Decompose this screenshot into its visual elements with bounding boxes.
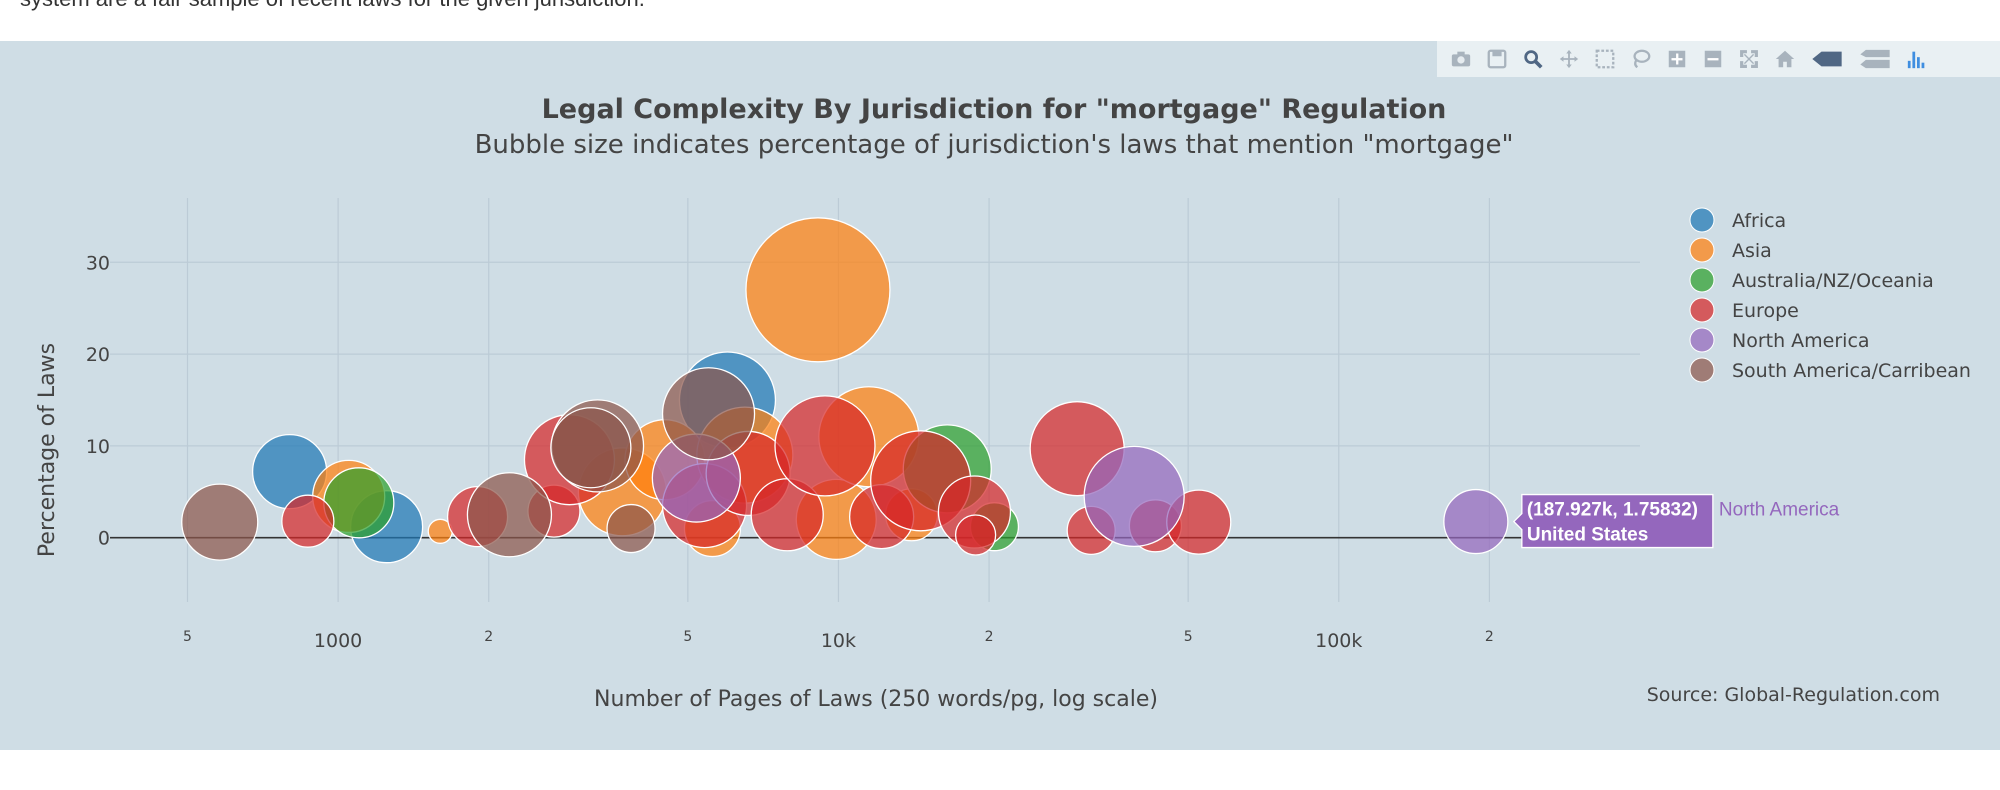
autoscale-icon[interactable]: [1737, 47, 1761, 71]
legend-label[interactable]: Asia: [1732, 240, 1772, 262]
hover-point-label: United States: [1527, 525, 1648, 546]
x-axis-label: Number of Pages of Laws (250 words/pg, l…: [594, 687, 1158, 712]
chart-title: Legal Complexity By Jurisdiction for "mo…: [542, 94, 1447, 125]
zoom-in-icon[interactable]: [1665, 47, 1689, 71]
camera-icon[interactable]: [1449, 47, 1473, 71]
y-axis-label: Percentage of Laws: [35, 343, 60, 557]
x-tick-label: 2: [484, 629, 493, 645]
y-tick-label: 0: [98, 528, 110, 550]
x-tick-label: 100k: [1315, 630, 1362, 652]
legend-label[interactable]: North America: [1732, 330, 1870, 352]
legend-marker[interactable]: [1689, 267, 1715, 293]
bubble-north-america[interactable]: [1083, 445, 1185, 548]
y-tick-label: 20: [86, 344, 110, 366]
bubble-australia-nz-oceania[interactable]: [323, 467, 395, 539]
legend-marker[interactable]: [1689, 237, 1715, 263]
x-tick-label: 2: [985, 629, 994, 645]
lasso-icon[interactable]: [1629, 47, 1653, 71]
x-tick-label: 1000: [314, 630, 362, 652]
hover-series-name: North America: [1719, 500, 1840, 521]
bubble-south-america-carribean[interactable]: [181, 483, 259, 561]
legend[interactable]: Africa Asia Australia/NZ/Oceania Europe Nort…: [1689, 207, 1971, 383]
bubble-europe[interactable]: [954, 514, 997, 556]
x-tick-label: 10k: [821, 630, 856, 652]
bubble-north-america[interactable]: [1443, 488, 1509, 555]
bubble-south-america-carribean[interactable]: [550, 407, 632, 489]
box-select-icon[interactable]: [1593, 47, 1617, 71]
pan-icon[interactable]: [1557, 47, 1581, 71]
modebar[interactable]: [1437, 41, 2000, 77]
x-tick-label: 5: [683, 629, 692, 645]
hover-closest-icon[interactable]: [1809, 47, 1845, 71]
legend-marker[interactable]: [1689, 297, 1715, 323]
hover-tooltip: (187.927k, 1.75832) United States North Am…: [1512, 493, 1840, 549]
legend-label[interactable]: Africa: [1732, 210, 1786, 232]
x-tick-label: 2: [1485, 629, 1494, 645]
legend-marker[interactable]: [1689, 357, 1715, 383]
bubble-south-america-carribean[interactable]: [606, 503, 656, 554]
bubble-asia[interactable]: [745, 217, 891, 363]
hover-box: [1512, 493, 1714, 549]
legend-marker[interactable]: [1689, 327, 1715, 353]
save-icon[interactable]: [1485, 47, 1509, 71]
plotly-logo-icon[interactable]: [1905, 47, 1929, 71]
hover-coord-text: (187.927k, 1.75832): [1527, 500, 1698, 521]
hover-compare-icon[interactable]: [1857, 47, 1893, 71]
bubble-south-america-carribean[interactable]: [466, 472, 553, 558]
bubble-south-america-carribean[interactable]: [661, 367, 756, 461]
home-icon[interactable]: [1773, 47, 1797, 71]
plot-background: [0, 41, 2000, 750]
x-tick-label: 5: [183, 629, 192, 645]
x-tick-label: 5: [1184, 629, 1193, 645]
chart-subtitle: Bubble size indicates percentage of juri…: [475, 130, 1514, 160]
source-note: Source: Global-Regulation.com: [1647, 684, 1940, 706]
legend-label[interactable]: Australia/NZ/Oceania: [1732, 270, 1934, 292]
legend-marker[interactable]: [1689, 207, 1715, 233]
bubbles[interactable]: [181, 217, 1509, 564]
bubble-europe[interactable]: [774, 395, 876, 497]
y-tick-label: 30: [86, 252, 110, 274]
bubble-europe[interactable]: [281, 494, 335, 548]
zoom-out-icon[interactable]: [1701, 47, 1725, 71]
legend-label[interactable]: South America/Carribean: [1732, 360, 1971, 382]
zoom-icon[interactable]: [1521, 47, 1545, 71]
legend-label[interactable]: Europe: [1732, 300, 1799, 322]
y-tick-label: 10: [86, 436, 110, 458]
intro-text: system are a fair sample of recent laws …: [20, 0, 645, 12]
